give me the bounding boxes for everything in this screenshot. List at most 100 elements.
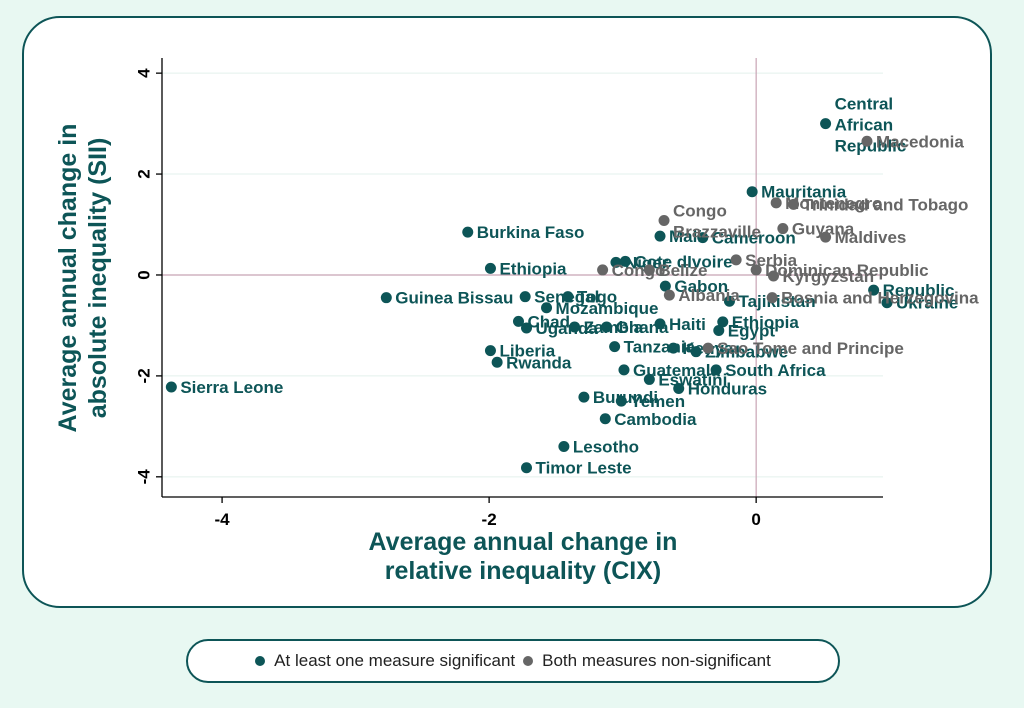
data-point — [717, 316, 729, 328]
data-point — [643, 264, 655, 276]
y-tick-label: -2 — [135, 368, 154, 383]
x-tick-label: -4 — [215, 510, 231, 529]
data-point — [484, 262, 496, 274]
point-label: Rwanda — [506, 353, 572, 372]
data-point — [599, 413, 611, 425]
data-point — [615, 395, 627, 407]
data-point — [697, 232, 709, 244]
data-point — [868, 284, 880, 296]
point-label: Trinidad and Tobago — [803, 195, 969, 214]
legend-label-nonsignificant: Both measures non-significant — [542, 651, 771, 670]
point-label: South Africa — [725, 361, 826, 380]
x-tick-label: 0 — [751, 510, 760, 529]
point-label: Lesotho — [573, 438, 639, 457]
legend-marker-significant — [255, 656, 266, 666]
point-label: Dominican Republic — [765, 261, 928, 280]
point-label: Tajikistan — [738, 292, 815, 311]
legend-item-significant: At least one measure significant — [255, 651, 515, 671]
y-tick-label: -4 — [135, 469, 154, 485]
point-label: Kyrgyzstan — [783, 267, 875, 286]
data-point — [165, 381, 177, 393]
data-point — [690, 346, 702, 358]
data-point — [521, 462, 533, 474]
point-label: Congo — [673, 201, 727, 220]
point-label: Sierra Leone — [180, 378, 283, 397]
point-label: Belize — [658, 261, 707, 280]
data-point — [663, 289, 675, 301]
y-tick-label: 0 — [135, 270, 154, 279]
point-label: Republic — [883, 281, 955, 300]
point-label: Mauritania — [761, 183, 847, 202]
data-point — [746, 186, 758, 198]
data-point — [541, 302, 553, 314]
legend-item-nonsignificant: Both measures non-significant — [523, 651, 771, 671]
legend: At least one measure significant Both me… — [186, 639, 840, 683]
data-point — [713, 324, 725, 336]
data-point — [770, 197, 782, 209]
point-label: Mali — [669, 227, 702, 246]
point-label: Macedonia — [876, 132, 964, 151]
data-point — [597, 264, 609, 276]
data-point — [578, 391, 590, 403]
point-label: Sao Tome and Principe — [717, 339, 904, 358]
point-label: Yemen — [630, 392, 685, 411]
point-label: Timor Leste — [536, 459, 632, 478]
data-point — [462, 226, 474, 238]
data-point — [491, 356, 503, 368]
point-label: Cambodia — [614, 410, 697, 429]
x-axis-title: relative inequality (CIX) — [385, 557, 661, 585]
point-label: Guyana — [792, 220, 855, 239]
point-label: Guatemala — [633, 361, 720, 380]
data-point — [519, 291, 531, 303]
point-label: Zambia — [584, 318, 644, 337]
point-label: Liberia — [499, 342, 555, 361]
point-label: Montenegro — [785, 194, 882, 213]
data-point — [619, 255, 631, 267]
data-point — [768, 270, 780, 282]
point-label: Gabon — [674, 277, 728, 296]
data-point — [820, 118, 832, 130]
data-point — [610, 256, 622, 268]
data-point — [710, 364, 722, 376]
data-point — [618, 364, 630, 376]
legend-label-significant: At least one measure significant — [274, 651, 516, 670]
data-point — [562, 291, 574, 303]
data-point — [766, 292, 778, 304]
data-point — [380, 292, 392, 304]
data-point — [750, 264, 762, 276]
data-point — [730, 254, 742, 266]
data-point — [512, 315, 524, 327]
data-point — [673, 383, 685, 395]
data-point — [723, 295, 735, 307]
point-label: Ethiopia — [732, 313, 800, 332]
point-label: Tanzania — [624, 338, 696, 357]
point-label: Burkina Faso — [477, 223, 585, 242]
point-label: Egypt — [728, 321, 776, 340]
data-point — [788, 198, 800, 210]
data-point — [659, 280, 671, 292]
data-point — [777, 223, 789, 235]
data-point — [654, 318, 666, 330]
point-label: Ukraine — [896, 294, 958, 313]
point-label: Uganda — [536, 319, 599, 338]
data-point — [820, 231, 832, 243]
data-point — [601, 321, 613, 333]
data-point — [521, 322, 533, 334]
point-label: Republic — [835, 137, 907, 156]
point-label: Haiti — [669, 315, 706, 334]
chart-frame — [22, 16, 992, 608]
legend-marker-nonsignificant — [523, 656, 534, 666]
point-label: Cote dIvoire — [634, 252, 732, 271]
data-point — [881, 297, 893, 309]
data-point — [861, 135, 873, 147]
y-axis-title: Average annual change in — [54, 124, 82, 433]
x-axis-title: Average annual change in — [369, 528, 678, 556]
point-label: Togo — [577, 288, 617, 307]
point-label: Chad — [527, 312, 570, 331]
point-label: Albania — [678, 286, 740, 305]
data-point — [667, 342, 679, 354]
point-label: Zimbabwe — [705, 343, 788, 362]
data-point — [569, 321, 581, 333]
point-label: Brazzaville — [673, 222, 761, 241]
data-point — [484, 345, 496, 357]
